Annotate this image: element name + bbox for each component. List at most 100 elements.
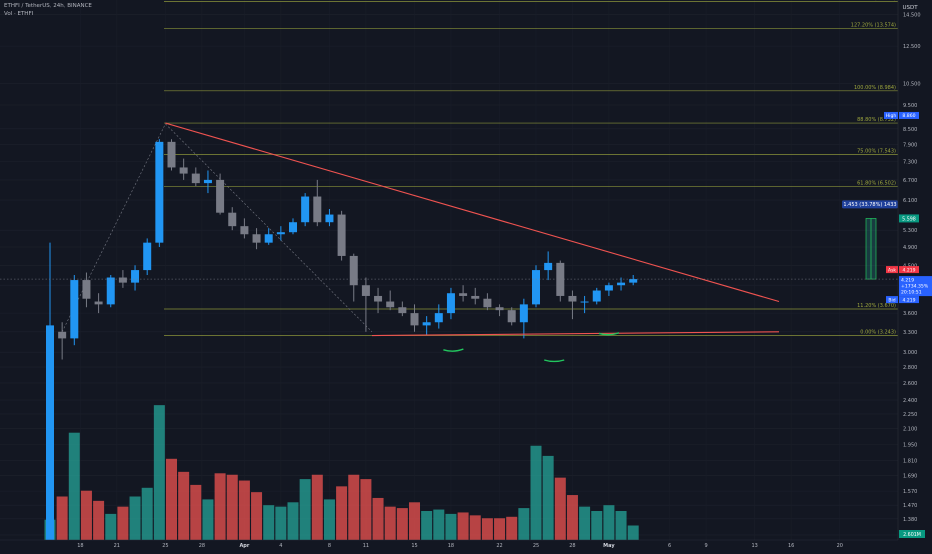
volume-bar	[579, 506, 591, 540]
candle-body	[471, 295, 480, 299]
time-axis-label: 13	[752, 543, 758, 549]
volume-bar	[372, 497, 384, 540]
symbol-legend[interactable]: ETHFI / TetherUS, 24h, BINANCE	[4, 3, 92, 9]
price-axis-label: 8.500	[903, 127, 917, 133]
volume-bar	[457, 512, 469, 540]
fib-level-label: 127.20% (13.574)	[851, 22, 896, 28]
candle-body	[580, 301, 589, 303]
volume-bar	[396, 508, 408, 540]
fib-level-label: 0.00% (3.243)	[860, 330, 896, 336]
candle-body	[434, 313, 443, 323]
candle-body	[289, 222, 297, 233]
volume-bar	[481, 518, 493, 540]
price-axis-label: 6.100	[903, 198, 917, 204]
price-axis-label: 2.800	[903, 365, 917, 371]
last-price-change: +1734.35%	[901, 284, 929, 290]
volume-bar	[68, 432, 80, 540]
candle-body	[483, 298, 492, 308]
candle-body	[337, 214, 346, 256]
time-axis-label: 20	[837, 543, 843, 549]
price-axis-label: 14.500	[903, 12, 921, 18]
fib-level-label: 75.00% (7.543)	[857, 148, 896, 154]
candle-body	[264, 234, 273, 243]
candle-body	[532, 270, 540, 305]
volume-bar	[615, 511, 627, 540]
candle-body	[155, 141, 164, 243]
candle-body	[94, 301, 103, 305]
time-axis-label: 22	[496, 543, 502, 549]
candle-body	[313, 196, 322, 223]
volume-bar	[153, 405, 165, 540]
time-axis: 18 21 25 28 Apr 4 8 11 15 18 22 25 28 May 6 9 13 16 20	[0, 539, 898, 550]
time-axis-label: 6	[668, 543, 671, 549]
time-axis-label: 25	[162, 543, 168, 549]
volume-bar	[251, 492, 263, 540]
time-axis-label: 21	[114, 543, 120, 549]
volume-bar	[178, 471, 190, 540]
price-axis-label: 12.500	[903, 44, 921, 50]
time-axis-label: May	[603, 543, 615, 549]
candle-body	[617, 282, 626, 286]
candle-body	[374, 295, 383, 302]
volume-bar	[348, 474, 360, 540]
volume-bar	[421, 511, 433, 540]
candle-body	[228, 212, 237, 227]
last-price-tag-bg	[899, 276, 932, 297]
symbol-name: ETHFI / TetherUS	[4, 3, 50, 9]
price-axis-label: 7.900	[903, 143, 917, 149]
measure-tag: 5.598	[902, 216, 916, 222]
interval-label: 24h	[53, 3, 64, 9]
price-axis-label: 1.950	[903, 443, 917, 449]
fibonacci-retracement: 138.20% (10.419) 127.20% (13.574) 100.00% …	[61, 0, 898, 336]
bid-value-bg	[899, 296, 919, 304]
trendline-drawings: 1.453 (33.78%) 1433	[0, 122, 898, 363]
fib-level-label: 88.80% (8.732)	[857, 117, 896, 123]
volume-bar	[469, 515, 481, 540]
high-tag: High	[886, 113, 897, 119]
volume-bar	[299, 479, 311, 540]
time-axis-label: 4	[279, 543, 282, 549]
volume-legend[interactable]: Vol · ETHFI	[4, 10, 92, 18]
candle-body	[46, 325, 54, 540]
volume-bar	[129, 496, 141, 540]
candle-body	[118, 277, 127, 283]
currency-label: USDT	[902, 5, 918, 11]
candle-body	[604, 285, 613, 291]
bid-tag-bg	[886, 296, 898, 304]
volume-bar	[105, 513, 117, 540]
candle-body	[422, 322, 431, 326]
price-axis-label: 5.300	[903, 228, 917, 234]
candle-body	[446, 293, 455, 314]
candle-body	[495, 307, 504, 311]
candle-body	[325, 214, 334, 223]
price-axis-label: 1.570	[903, 489, 917, 495]
ask-tag: Ask	[888, 267, 896, 273]
price-axis-label: 1.470	[903, 503, 917, 509]
candle-body	[556, 262, 565, 296]
volume-bar	[518, 508, 530, 540]
price-range-label: 1.453 (33.78%) 1433	[842, 200, 898, 209]
candle-body	[70, 280, 79, 339]
volume-bar	[323, 499, 335, 540]
volume-bar	[360, 479, 372, 540]
volume-bar	[409, 502, 420, 540]
volume-bar	[117, 506, 129, 540]
volume-bar	[311, 474, 323, 540]
volume-bar	[566, 495, 578, 540]
candle-body	[276, 232, 285, 235]
candle-body	[82, 280, 91, 299]
last-price-countdown: 20:10:51	[901, 290, 922, 296]
candle-body	[568, 295, 577, 302]
candle-body	[191, 173, 200, 184]
candle-body	[167, 141, 176, 168]
volume-bar	[554, 477, 566, 540]
fib-anchor-line	[165, 123, 373, 332]
volume-bar	[506, 516, 518, 540]
time-axis-label: Apr	[239, 543, 249, 549]
volume-bar	[166, 458, 177, 540]
candle-body	[240, 226, 249, 235]
price-axis-label: 10.500	[903, 82, 921, 88]
